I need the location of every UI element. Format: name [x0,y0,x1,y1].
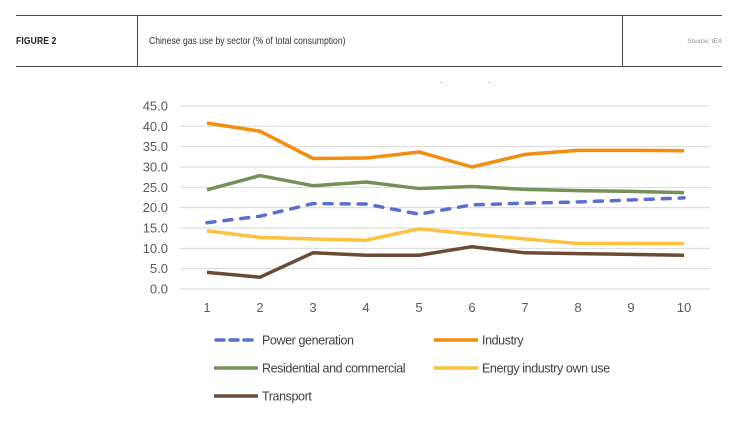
y-axis-ticks: 0.0 5.0 10.0 15.0 20.0 25.0 30.0 35.0 40.0 45.0 [143,99,168,297]
y-tick-label: 0.0 [150,282,168,297]
y-tick-label: 15.0 [143,221,168,236]
y-tick-label: 45.0 [143,99,168,114]
y-tick-label: 30.0 [143,160,168,175]
figure-label: FIGURE 2 [16,35,57,47]
series-lines [205,121,686,279]
x-tick-label: 9 [627,300,634,315]
legend-label: Residential and commercial [262,362,405,376]
y-tick-label: 40.0 [143,119,168,134]
stray-mark [441,82,442,83]
x-tick-label: 8 [574,300,581,315]
y-tick-label: 25.0 [143,180,168,195]
x-tick-label: 1 [203,300,210,315]
y-tick-label: 20.0 [143,200,168,215]
legend-item: Power generation [214,334,354,348]
x-tick-label: 7 [521,300,528,315]
legend-item: Energy industry own use [434,362,611,376]
legend-item: Transport [214,390,313,404]
series-line-power-generation [205,196,686,225]
stray-mark [489,82,490,83]
figure-source: Source: IEA [687,37,722,45]
series-line-residential-and-commercial [206,173,685,195]
x-axis-ticks: 1 2 3 4 5 6 7 8 9 10 [203,300,691,315]
x-tick-label: 6 [468,300,475,315]
series-line-industry [206,121,685,169]
legend-label: Energy industry own use [482,362,610,376]
figure-header: FIGURE 2 Chinese gas use by sector (% of… [16,15,722,67]
legend-label: Transport [262,390,312,404]
series-line-energy-industry-own-use [206,227,684,246]
x-tick-label: 4 [362,300,369,315]
legend-item: Residential and commercial [214,362,406,376]
legend-item: Industry [434,334,525,348]
x-tick-label: 5 [415,300,422,315]
y-tick-label: 10.0 [143,241,168,256]
x-tick-label: 2 [256,300,263,315]
figure-title: Chinese gas use by sector (% of total co… [149,35,346,47]
y-tick-label: 35.0 [143,139,168,154]
legend-label: Industry [482,334,524,348]
legend: Power generation Industry Residential and … [214,334,611,404]
figure-title-cell: Chinese gas use by sector (% of total co… [137,16,623,66]
x-tick-label: 10 [677,300,691,315]
y-tick-label: 5.0 [150,261,168,276]
legend-label: Power generation [262,334,354,348]
x-tick-label: 3 [309,300,316,315]
gridlines [180,105,710,290]
series-line-transport [206,244,685,279]
